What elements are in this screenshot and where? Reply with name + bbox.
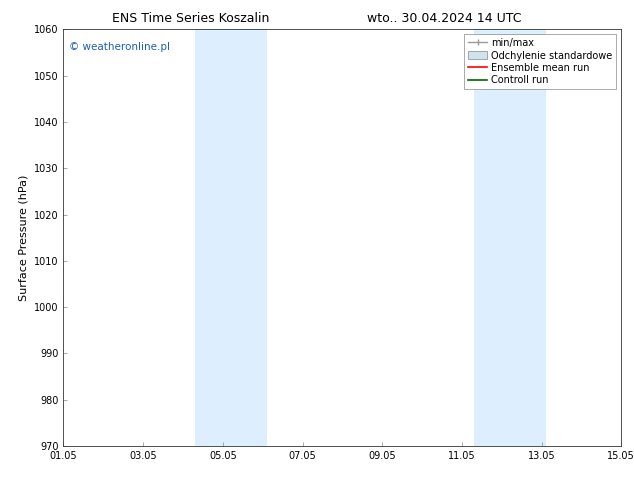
Legend: min/max, Odchylenie standardowe, Ensemble mean run, Controll run: min/max, Odchylenie standardowe, Ensembl… — [464, 34, 616, 89]
Text: wto.. 30.04.2024 14 UTC: wto.. 30.04.2024 14 UTC — [366, 12, 521, 25]
Text: ENS Time Series Koszalin: ENS Time Series Koszalin — [112, 12, 269, 25]
Text: © weatheronline.pl: © weatheronline.pl — [69, 42, 170, 52]
Y-axis label: Surface Pressure (hPa): Surface Pressure (hPa) — [18, 174, 29, 301]
Bar — [474, 29, 546, 446]
Bar — [195, 29, 267, 446]
